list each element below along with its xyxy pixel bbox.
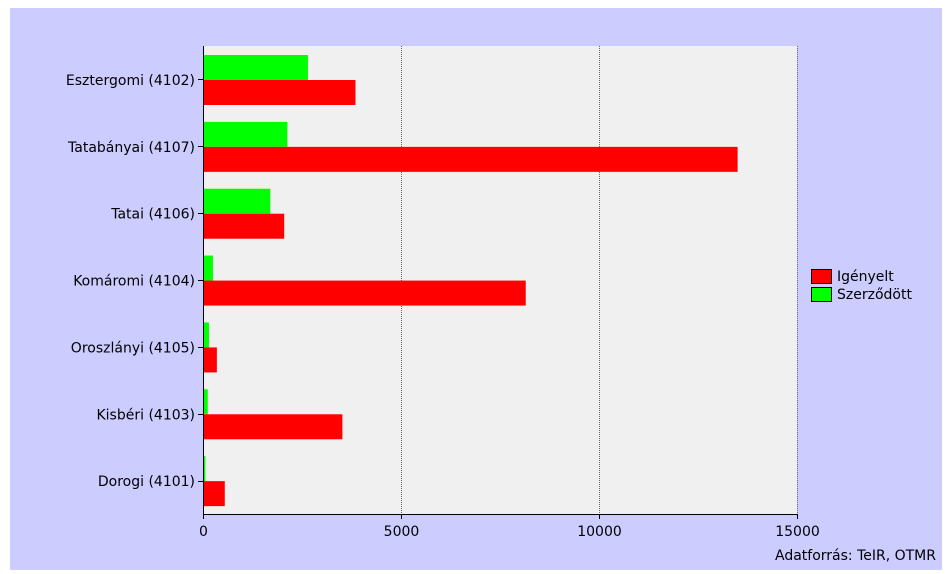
bar-chart: Esztergomi (4102) Tatabányai (4107) Tatai …	[66, 46, 912, 540]
category-label: Kisbéri (4103)	[96, 407, 195, 423]
bar-igenyelt	[203, 280, 526, 306]
bar-szerzodott	[203, 389, 208, 415]
plot-area	[203, 46, 797, 514]
bar-szerzodott	[203, 255, 213, 281]
bar-igenyelt	[203, 80, 356, 105]
category-label: Komáromi (4104)	[73, 274, 195, 290]
source-label: Adatforrás: TeIR, OTMR	[774, 548, 936, 564]
legend-swatch-szerzodott	[811, 287, 832, 302]
x-tick-label: 15000	[775, 524, 820, 540]
category-label: Oroszlányi (4105)	[71, 340, 195, 356]
legend-swatch-igenyelt	[811, 269, 832, 284]
x-tick-label: 0	[199, 524, 208, 540]
bar-szerzodott	[203, 322, 209, 348]
x-tick-label: 5000	[384, 524, 420, 540]
bar-igenyelt	[203, 213, 285, 239]
bar-szerzodott	[203, 456, 206, 482]
bar-szerzodott	[203, 188, 271, 214]
legend-label: Igényelt	[837, 269, 894, 285]
bar-szerzodott	[203, 121, 288, 147]
bar-igenyelt	[203, 414, 343, 440]
legend-label: Szerződött	[837, 287, 912, 303]
category-label: Dorogi (4101)	[98, 474, 195, 490]
bar-igenyelt	[203, 146, 738, 172]
bar-igenyelt	[203, 347, 217, 373]
category-label: Tatabányai (4107)	[67, 140, 195, 156]
chart-panel: Esztergomi (4102) Tatabányai (4107) Tatai …	[10, 8, 942, 570]
bar-szerzodott	[203, 55, 308, 80]
x-tick-label: 10000	[577, 524, 622, 540]
bar-igenyelt	[203, 481, 225, 507]
category-label: Esztergomi (4102)	[66, 73, 195, 89]
category-label: Tatai (4106)	[110, 207, 195, 223]
